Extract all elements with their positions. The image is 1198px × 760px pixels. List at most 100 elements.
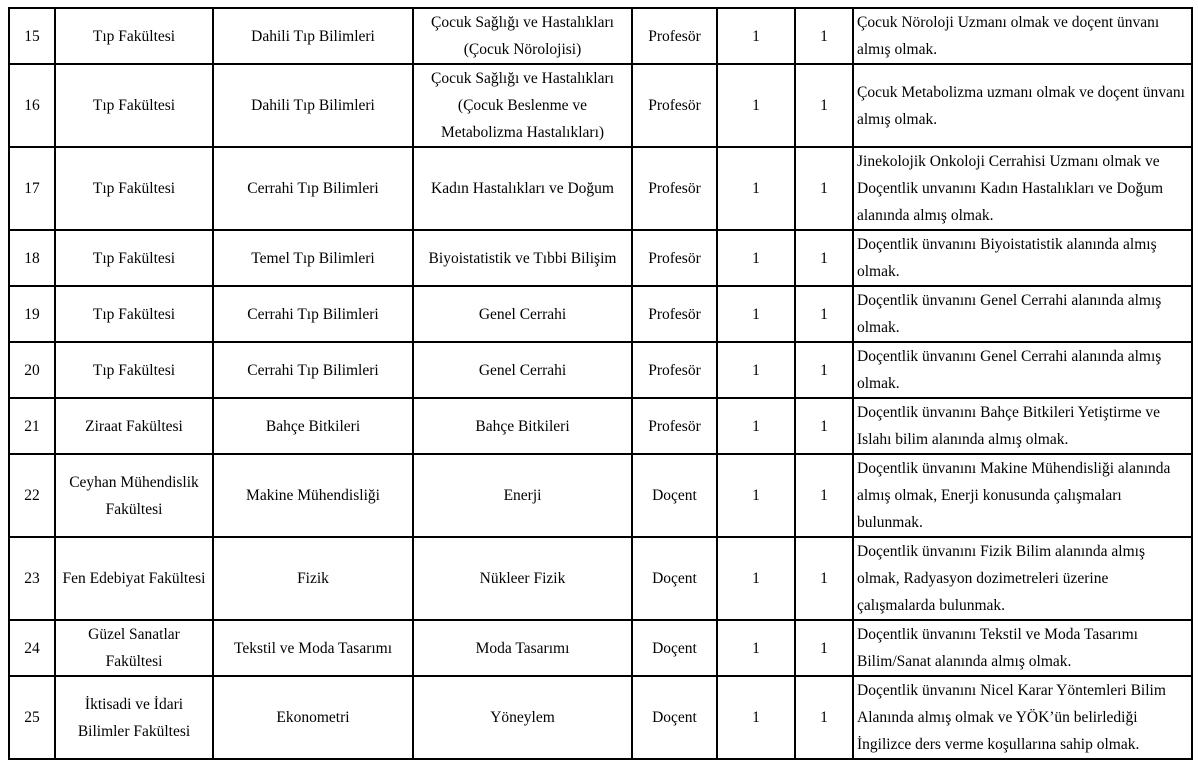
requirement-cell: Doçentlik ünvanını Biyoistatistik alanın… bbox=[852, 229, 1193, 287]
faculty-cell: Tıp Fakültesi bbox=[54, 7, 214, 65]
title-cell: Doçent bbox=[631, 675, 718, 760]
field-cell: Biyoistatistik ve Tıbbi Bilişim bbox=[412, 229, 633, 287]
department-cell: Fizik bbox=[212, 536, 414, 621]
field-cell: Moda Tasarımı bbox=[412, 619, 633, 677]
count-cell: 1 bbox=[716, 675, 796, 760]
faculty-cell: Tıp Fakültesi bbox=[54, 146, 214, 231]
requirement-cell: Doçentlik ünvanını Bahçe Bitkileri Yetiş… bbox=[852, 397, 1193, 455]
faculty-cell: Tıp Fakültesi bbox=[54, 341, 214, 399]
table-row: 20 Tıp Fakültesi Cerrahi Tıp Bilimleri Gene… bbox=[8, 341, 1193, 399]
title-cell: Doçent bbox=[631, 453, 718, 538]
row-number: 15 bbox=[8, 7, 56, 65]
count-cell: 1 bbox=[794, 453, 854, 538]
table-row: 25 İktisadi ve İdari Bilimler Fakültesi Ek… bbox=[8, 675, 1193, 760]
field-cell: Bahçe Bitkileri bbox=[412, 397, 633, 455]
row-number: 21 bbox=[8, 397, 56, 455]
count-cell: 1 bbox=[794, 397, 854, 455]
count-cell: 1 bbox=[716, 397, 796, 455]
department-cell: Makine Mühendisliği bbox=[212, 453, 414, 538]
table-row: 15 Tıp Fakültesi Dahili Tıp Bilimleri Çocuk… bbox=[8, 7, 1193, 65]
field-cell: Yöneylem bbox=[412, 675, 633, 760]
requirement-cell: Doçentlik ünvanını Fizik Bilim alanında … bbox=[852, 536, 1193, 621]
table-row: 18 Tıp Fakültesi Temel Tıp Bilimleri Biyois… bbox=[8, 229, 1193, 287]
faculty-cell: Tıp Fakültesi bbox=[54, 229, 214, 287]
row-number: 24 bbox=[8, 619, 56, 677]
row-number: 20 bbox=[8, 341, 56, 399]
department-cell: Cerrahi Tıp Bilimleri bbox=[212, 341, 414, 399]
count-cell: 1 bbox=[794, 229, 854, 287]
requirement-cell: Çocuk Nöroloji Uzmanı olmak ve doçent ün… bbox=[852, 7, 1193, 65]
title-cell: Profesör bbox=[631, 7, 718, 65]
requirement-cell: Doçentlik ünvanını Genel Cerrahi alanınd… bbox=[852, 341, 1193, 399]
table-row: 17 Tıp Fakültesi Cerrahi Tıp Bilimleri Kadı… bbox=[8, 146, 1193, 231]
count-cell: 1 bbox=[716, 229, 796, 287]
title-cell: Profesör bbox=[631, 285, 718, 343]
table-row: 23 Fen Edebiyat Fakültesi Fizik Nükleer Fiz… bbox=[8, 536, 1193, 621]
count-cell: 1 bbox=[794, 7, 854, 65]
department-cell: Cerrahi Tıp Bilimleri bbox=[212, 285, 414, 343]
count-cell: 1 bbox=[716, 146, 796, 231]
field-cell: Genel Cerrahi bbox=[412, 341, 633, 399]
count-cell: 1 bbox=[716, 619, 796, 677]
requirement-cell: Doçentlik ünvanını Tekstil ve Moda Tasar… bbox=[852, 619, 1193, 677]
field-cell: Çocuk Sağlığı ve Hastalıkları (Çocuk Nör… bbox=[412, 7, 633, 65]
faculty-cell: Güzel Sanatlar Fakültesi bbox=[54, 619, 214, 677]
row-number: 16 bbox=[8, 63, 56, 148]
title-cell: Doçent bbox=[631, 619, 718, 677]
department-cell: Dahili Tıp Bilimleri bbox=[212, 63, 414, 148]
department-cell: Cerrahi Tıp Bilimleri bbox=[212, 146, 414, 231]
count-cell: 1 bbox=[794, 63, 854, 148]
table-row: 22 Ceyhan Mühendislik Fakültesi Makine Müh… bbox=[8, 453, 1193, 538]
title-cell: Profesör bbox=[631, 397, 718, 455]
faculty-cell: Ziraat Fakültesi bbox=[54, 397, 214, 455]
count-cell: 1 bbox=[716, 536, 796, 621]
title-cell: Doçent bbox=[631, 536, 718, 621]
faculty-cell: İktisadi ve İdari Bilimler Fakültesi bbox=[54, 675, 214, 760]
count-cell: 1 bbox=[716, 453, 796, 538]
department-cell: Temel Tıp Bilimleri bbox=[212, 229, 414, 287]
requirement-cell: Jinekolojik Onkoloji Cerrahisi Uzmanı ol… bbox=[852, 146, 1193, 231]
requirement-cell: Doçentlik ünvanını Genel Cerrahi alanınd… bbox=[852, 285, 1193, 343]
department-cell: Tekstil ve Moda Tasarımı bbox=[212, 619, 414, 677]
table-row: 16 Tıp Fakültesi Dahili Tıp Bilimleri Çocuk… bbox=[8, 63, 1193, 148]
row-number: 23 bbox=[8, 536, 56, 621]
requirement-cell: Çocuk Metabolizma uzmanı olmak ve doçent… bbox=[852, 63, 1193, 148]
title-cell: Profesör bbox=[631, 146, 718, 231]
count-cell: 1 bbox=[716, 341, 796, 399]
faculty-cell: Tıp Fakültesi bbox=[54, 285, 214, 343]
row-number: 17 bbox=[8, 146, 56, 231]
field-cell: Genel Cerrahi bbox=[412, 285, 633, 343]
department-cell: Dahili Tıp Bilimleri bbox=[212, 7, 414, 65]
faculty-cell: Ceyhan Mühendislik Fakültesi bbox=[54, 453, 214, 538]
count-cell: 1 bbox=[794, 675, 854, 760]
count-cell: 1 bbox=[794, 619, 854, 677]
count-cell: 1 bbox=[794, 536, 854, 621]
requirement-cell: Doçentlik ünvanını Makine Mühendisliği a… bbox=[852, 453, 1193, 538]
field-cell: Enerji bbox=[412, 453, 633, 538]
department-cell: Bahçe Bitkileri bbox=[212, 397, 414, 455]
department-cell: Ekonometri bbox=[212, 675, 414, 760]
title-cell: Profesör bbox=[631, 229, 718, 287]
table-row: 19 Tıp Fakültesi Cerrahi Tıp Bilimleri Gene… bbox=[8, 285, 1193, 343]
table-row: 21 Ziraat Fakültesi Bahçe Bitkileri Bahçe B… bbox=[8, 397, 1193, 455]
count-cell: 1 bbox=[794, 341, 854, 399]
table-row: 24 Güzel Sanatlar Fakültesi Tekstil ve Mod… bbox=[8, 619, 1193, 677]
title-cell: Profesör bbox=[631, 63, 718, 148]
requirement-cell: Doçentlik ünvanını Nicel Karar Yöntemler… bbox=[852, 675, 1193, 760]
row-number: 25 bbox=[8, 675, 56, 760]
faculty-cell: Fen Edebiyat Fakültesi bbox=[54, 536, 214, 621]
count-cell: 1 bbox=[794, 285, 854, 343]
count-cell: 1 bbox=[794, 146, 854, 231]
count-cell: 1 bbox=[716, 285, 796, 343]
field-cell: Nükleer Fizik bbox=[412, 536, 633, 621]
row-number: 18 bbox=[8, 229, 56, 287]
field-cell: Kadın Hastalıkları ve Doğum bbox=[412, 146, 633, 231]
row-number: 22 bbox=[8, 453, 56, 538]
row-number: 19 bbox=[8, 285, 56, 343]
count-cell: 1 bbox=[716, 63, 796, 148]
positions-table: 15 Tıp Fakültesi Dahili Tıp Bilimleri Çocuk… bbox=[8, 7, 1193, 760]
faculty-cell: Tıp Fakültesi bbox=[54, 63, 214, 148]
count-cell: 1 bbox=[716, 7, 796, 65]
title-cell: Profesör bbox=[631, 341, 718, 399]
field-cell: Çocuk Sağlığı ve Hastalıkları (Çocuk Bes… bbox=[412, 63, 633, 148]
